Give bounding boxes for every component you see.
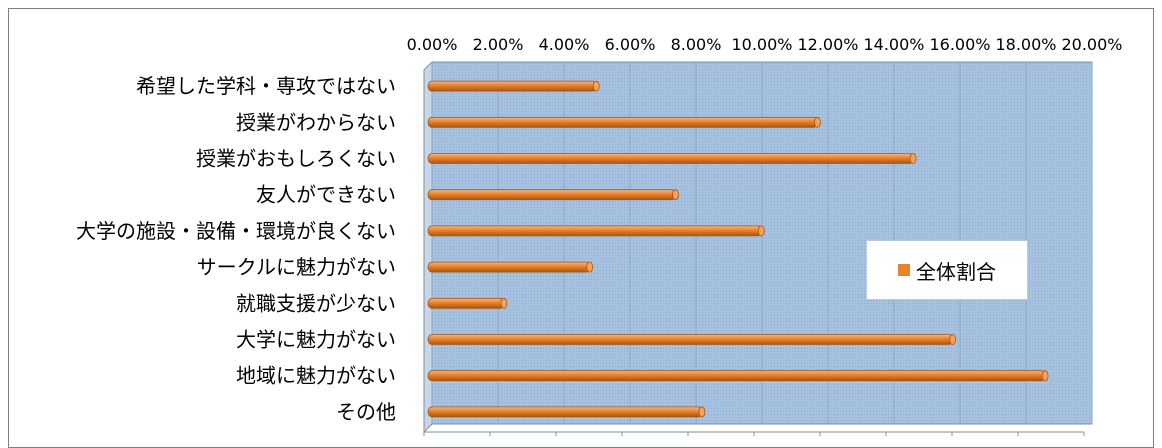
x-tick-label: 0.00% xyxy=(407,35,458,54)
bar-cap xyxy=(757,225,765,237)
bar-chart: 0.00% 2.00% 4.00% 6.00% 8.00% 10.00% 12.00% 14.… xyxy=(76,35,1123,436)
bar xyxy=(427,153,914,164)
x-tick-label: 4.00% xyxy=(539,35,590,54)
bar-cap xyxy=(909,153,917,164)
x-tick-label: 18.00% xyxy=(995,35,1056,54)
x-tick-label: 10.00% xyxy=(731,35,792,54)
x-tick-label: 12.00% xyxy=(797,35,858,54)
category-label: 大学に魅力がない xyxy=(236,328,396,352)
x-tick-label: 6.00% xyxy=(605,35,656,54)
category-label: サークルに魅力がない xyxy=(197,255,396,279)
bar xyxy=(427,261,591,273)
category-label: 友人ができない xyxy=(256,183,396,207)
bar xyxy=(427,116,818,128)
legend-swatch xyxy=(898,264,910,276)
category-label: 授業がおもしろくない xyxy=(196,147,396,171)
category-label: 地域に魅力がない xyxy=(236,364,396,388)
bar xyxy=(427,80,597,92)
bar xyxy=(427,406,703,418)
category-label: 授業がわからない xyxy=(236,110,396,134)
bar xyxy=(427,189,676,201)
bar xyxy=(427,225,762,237)
bar-cap xyxy=(698,406,706,418)
bar xyxy=(427,297,505,309)
bar-cap xyxy=(672,189,679,201)
x-tick-label: 16.00% xyxy=(929,35,990,54)
legend-label: 全体割合 xyxy=(916,259,996,284)
category-label: 大学の施設・設備・環境が良くない xyxy=(76,219,396,243)
category-label: 希望した学科・専攻ではない xyxy=(136,74,396,98)
x-tick-label: 2.00% xyxy=(473,35,524,54)
legend: 全体割合 xyxy=(866,240,1028,300)
x-tick-label: 14.00% xyxy=(863,35,924,54)
bar-cap xyxy=(586,261,594,273)
category-label: 就職支援が少ない xyxy=(236,291,396,315)
bar-cap xyxy=(500,297,508,309)
category-label: その他 xyxy=(336,400,396,424)
bar xyxy=(427,370,1046,382)
bar-cap xyxy=(949,334,957,345)
bar-cap xyxy=(592,80,600,92)
bar-cap xyxy=(1041,370,1049,382)
x-tick-label: 20.00% xyxy=(1061,35,1122,54)
bar-cap xyxy=(814,116,821,128)
x-tick-label: 8.00% xyxy=(671,35,722,54)
bar xyxy=(427,334,954,345)
